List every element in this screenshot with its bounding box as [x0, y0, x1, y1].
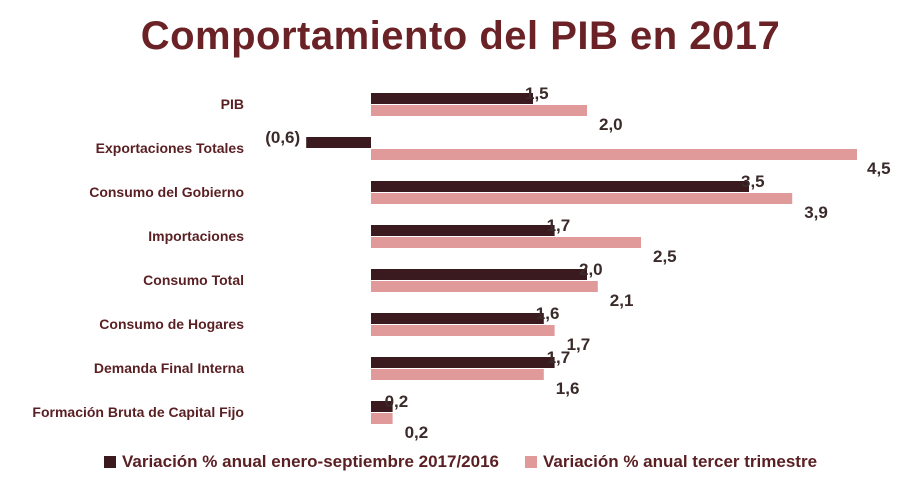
- bar-series-1: [371, 357, 555, 368]
- data-label-series-1: 1,5: [525, 84, 549, 103]
- category-label: Consumo Total: [143, 272, 244, 288]
- data-label-series-2: 3,9: [804, 203, 828, 222]
- data-label-series-1: 0,2: [385, 392, 409, 411]
- data-label-series-1: (0,6): [265, 128, 300, 147]
- bar-series-1: [371, 313, 544, 324]
- category-label: Importaciones: [148, 228, 244, 244]
- bar-series-2: [371, 237, 641, 248]
- bar-series-2: [371, 413, 393, 424]
- bar-series-2: [371, 281, 598, 292]
- data-label-series-2: 1,6: [556, 379, 580, 398]
- legend-label-series-2: Variación % anual tercer trimestre: [543, 452, 818, 471]
- bar-series-2: [371, 149, 857, 160]
- data-label-series-2: 2,1: [610, 291, 634, 310]
- bar-series-1: [371, 225, 555, 236]
- category-label: Consumo del Gobierno: [89, 184, 244, 200]
- legend-swatch-series-1: [103, 456, 116, 468]
- data-label-series-2: 2,5: [653, 247, 677, 266]
- category-label: PIB: [221, 96, 244, 112]
- data-label-series-1: 1,7: [547, 348, 571, 367]
- bar-series-1: [371, 181, 749, 192]
- legend: Variación % anual enero-septiembre 2017/…: [0, 452, 921, 472]
- bar-series-2: [371, 105, 587, 116]
- data-label-series-2: 4,5: [867, 159, 891, 178]
- data-label-series-2: 2,0: [599, 115, 623, 134]
- bar-series-1: [306, 137, 371, 148]
- bar-series-2: [371, 369, 544, 380]
- category-label: Consumo de Hogares: [99, 316, 244, 332]
- legend-label-series-1: Variación % anual enero-septiembre 2017/…: [121, 452, 499, 471]
- bar-series-2: [371, 193, 793, 204]
- data-label-series-1: 3,5: [741, 172, 765, 191]
- chart-title: Comportamiento del PIB en 2017: [140, 14, 781, 58]
- category-label: Demanda Final Interna: [94, 360, 244, 376]
- legend-item-series-1: Variación % anual enero-septiembre 2017/…: [103, 452, 499, 472]
- category-label: Exportaciones Totales: [96, 140, 245, 156]
- data-label-series-2: 0,2: [405, 423, 429, 442]
- bar-series-1: [371, 93, 533, 104]
- bar-series-1: [371, 401, 393, 412]
- legend-swatch-series-2: [525, 456, 537, 468]
- data-label-series-1: 2,0: [579, 260, 603, 279]
- category-label: Formación Bruta de Capital Fijo: [32, 404, 244, 420]
- data-label-series-1: 1,6: [536, 304, 560, 323]
- data-label-series-1: 1,7: [547, 216, 571, 235]
- bar-series-1: [371, 269, 587, 280]
- bar-series-2: [371, 325, 555, 336]
- data-label-series-2: 1,7: [567, 335, 591, 354]
- legend-item-series-2: Variación % anual tercer trimestre: [525, 452, 817, 472]
